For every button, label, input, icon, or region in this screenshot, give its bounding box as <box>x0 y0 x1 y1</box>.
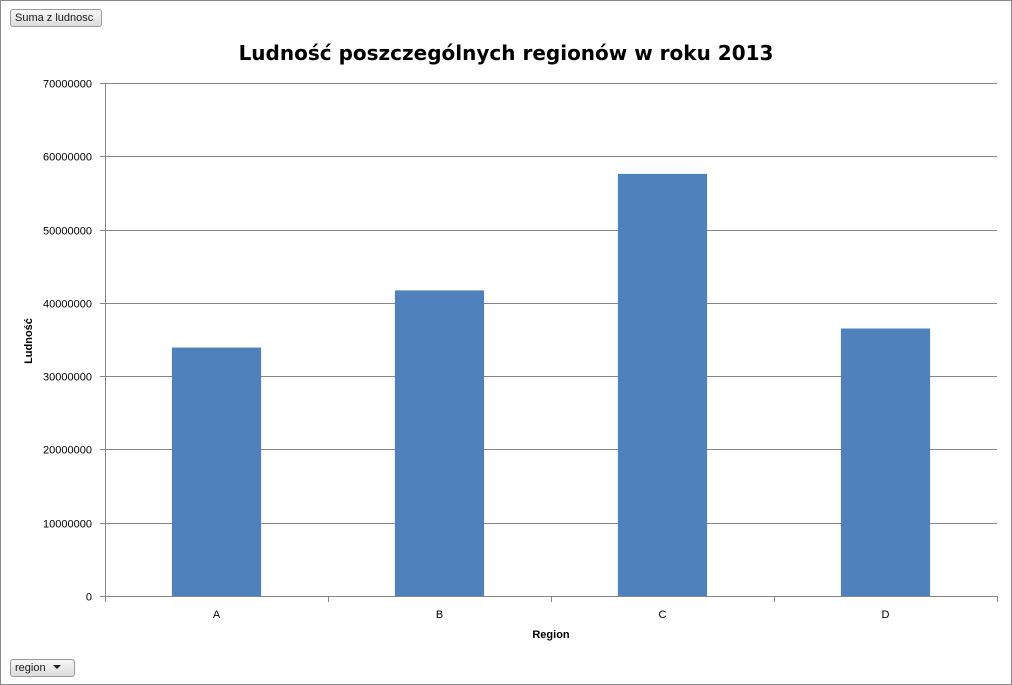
y-tick-label: 70000000 <box>43 79 92 91</box>
chart-title: Ludność poszczególnych regionów w roku 2… <box>239 41 774 65</box>
value-field-button[interactable]: Suma z ludnosc <box>10 9 102 27</box>
bars <box>171 173 931 597</box>
y-tick-labels: 0 10000000 20000000 30000000 40000000 5000000… <box>43 79 92 604</box>
x-tick-labels: A B C D <box>213 609 890 621</box>
y-tick-label: 20000000 <box>43 445 92 457</box>
x-tick-label: A <box>213 609 221 621</box>
x-axis-title: Region <box>532 629 570 641</box>
y-tick-label: 40000000 <box>43 299 92 311</box>
region-field-button[interactable]: region <box>10 659 75 677</box>
region-field-label: region <box>15 662 46 674</box>
x-tick-label: D <box>882 609 890 621</box>
bar-a[interactable] <box>171 347 262 596</box>
bar-c[interactable] <box>617 173 708 597</box>
axes <box>100 83 998 602</box>
bar-b[interactable] <box>394 290 485 596</box>
bar-d[interactable] <box>840 328 931 596</box>
x-tick-label: C <box>659 609 667 621</box>
y-tick-label: 30000000 <box>43 372 92 384</box>
y-tick-label: 60000000 <box>43 152 92 164</box>
x-tick-label: B <box>436 609 443 621</box>
y-tick-label: 0 <box>86 592 92 604</box>
y-axis-title: Ludność <box>23 318 35 364</box>
chevron-down-icon[interactable] <box>52 665 61 669</box>
y-tick-label: 10000000 <box>43 519 92 531</box>
y-tick-label: 50000000 <box>43 226 92 238</box>
